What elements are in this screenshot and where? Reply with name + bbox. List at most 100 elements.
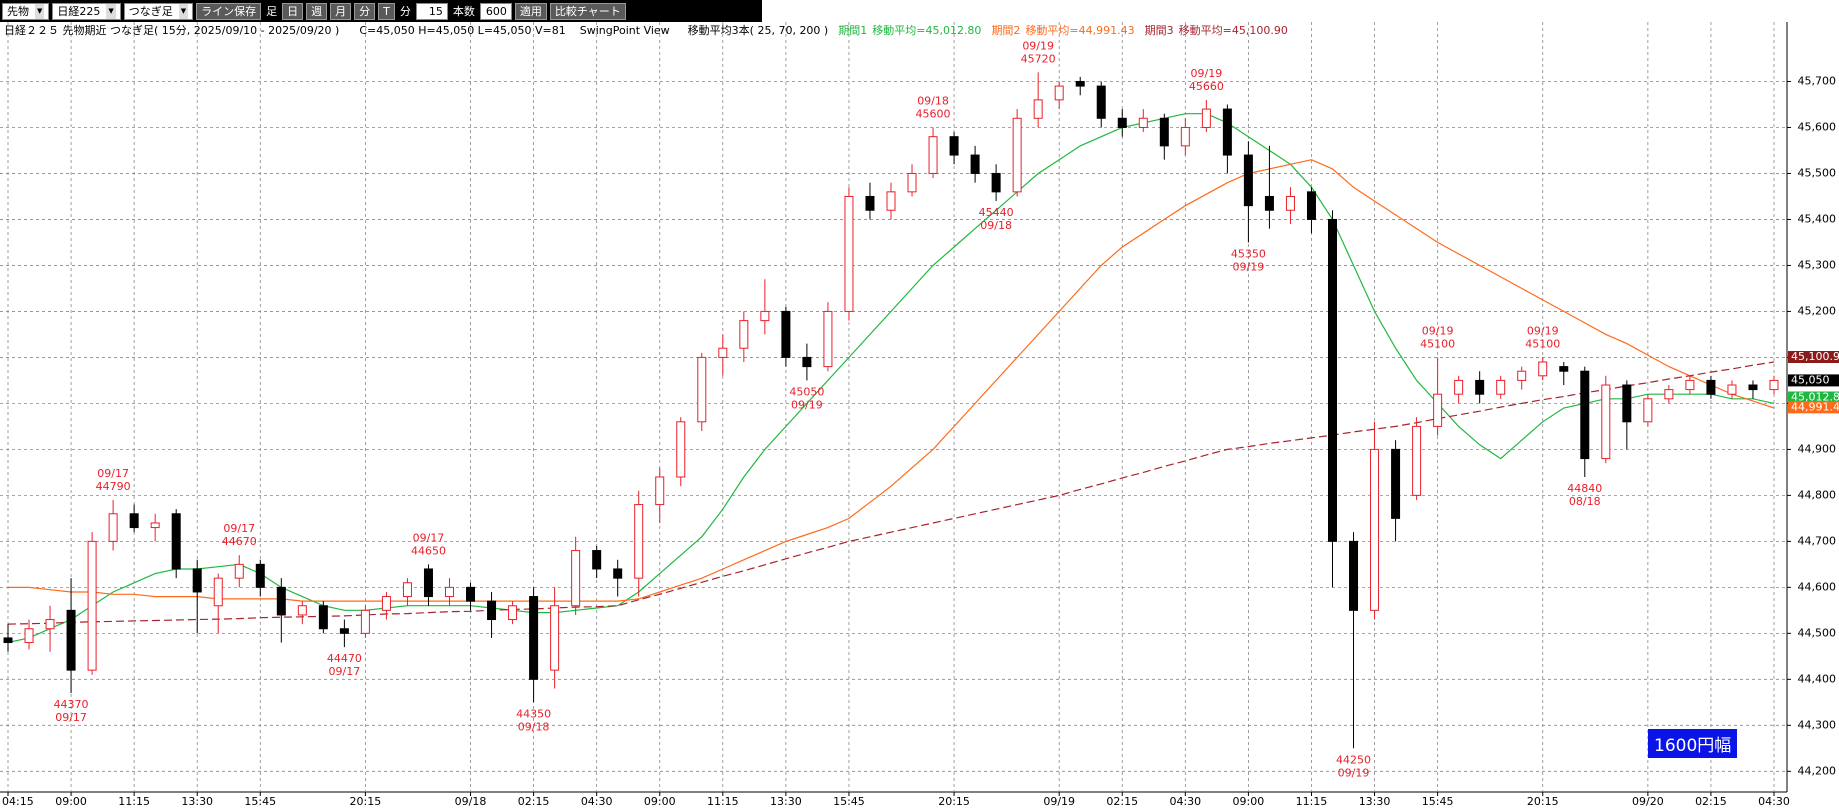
chart-header: 日経２２５ 先物期近 つなぎ足( 15分, 2025/09/10 - 2025/… [4,23,1288,37]
candle-body [1306,191,1316,220]
legend-name: 期間2 [991,24,1020,37]
compare-button[interactable]: 比較チャート [549,2,626,20]
candle-body [844,195,854,312]
candle-body [592,550,602,570]
minute-button[interactable]: 分 [354,2,376,20]
apply-button[interactable]: 適用 [514,2,547,20]
x-tick-label: 15:45 [1422,795,1454,808]
swing-price: 44350 [516,707,551,720]
view-label: SwingPoint View [580,24,670,37]
swing-price: 45100 [1420,337,1455,350]
y-tick-label: 44,700 [1798,534,1837,547]
candle-body [423,568,433,598]
chart-title: 日経２２５ 先物期近 つなぎ足( 15分, 2025/09/10 - 2025/… [4,23,339,37]
x-tick-label: 09:00 [55,795,87,808]
candle-body [45,619,55,630]
x-tick-label: 13:30 [181,795,213,808]
toolbar: 先物 日経225 つなぎ足 ライン保存 足 日 週 月 分 T 分 15 本数 … [0,0,762,22]
x-tick-label: 13:30 [1359,795,1391,808]
candle-body [1412,425,1422,496]
candle-body [192,568,202,593]
swing-price: 44840 [1567,482,1602,495]
candle-body [571,550,581,607]
candle-body [1727,384,1737,395]
swing-price: 45440 [979,206,1014,219]
candle-body [1201,108,1211,128]
x-tick-label: 02:15 [1106,795,1138,808]
swing-date: 09/17 [97,467,129,480]
candle-body [108,513,118,542]
price-marker [1788,401,1839,414]
x-tick-label: 04:30 [1169,795,1201,808]
candle-body [823,310,833,368]
swing-date: 08/18 [1569,495,1601,508]
candle-body [1285,195,1295,211]
candle-body [1538,361,1548,377]
y-tick-label: 44,800 [1798,488,1837,501]
candle-body [1180,126,1190,147]
candle-body [508,605,518,621]
candle-body [949,136,959,156]
market-select[interactable]: 先物 [2,2,50,20]
x-tick-label: 09:00 [644,795,676,808]
day-button[interactable]: 日 [282,2,304,20]
candle-body [150,522,160,529]
save-button[interactable]: ライン保存 [196,2,262,20]
candle-body [1643,398,1653,423]
swing-date: 09/19 [1022,39,1054,52]
candle-body [676,421,686,478]
candle-body [466,586,476,602]
candle-body [1580,370,1590,460]
candle-body [718,347,728,358]
swing-price: 44650 [411,544,446,557]
candle-body [360,609,370,634]
candle-body [1433,393,1443,427]
candle-body [1517,370,1527,381]
y-tick-label: 44,600 [1798,580,1837,593]
candle-body [1096,85,1106,119]
x-tick-label: 02:15 [518,795,550,808]
candle-body [802,356,812,368]
swing-price: 45720 [1021,52,1056,65]
candle-body [1012,117,1022,193]
count-input[interactable]: 600 [479,2,512,20]
swing-price: 44670 [222,535,257,548]
swing-price: 44250 [1336,753,1371,766]
candle-body [1222,108,1232,156]
legend-name: 期間1 [838,24,867,37]
swing-price: 45100 [1525,337,1560,350]
candle-body [297,605,307,616]
candle-body [1243,154,1253,207]
candle-body [1264,195,1274,211]
candle-body [1370,448,1380,611]
candle-body [697,356,707,423]
x-tick-label: 11:15 [707,795,739,808]
index-select[interactable]: 日経225 [52,2,121,20]
moving-average-line [8,159,1775,602]
candle-body [402,582,412,598]
candle-body [318,605,328,630]
chain-select[interactable]: つなぎ足 [123,2,194,20]
swing-price: 44790 [96,480,131,493]
x-tick-label: 20:15 [350,795,382,808]
y-tick-label: 45,700 [1798,74,1837,87]
swing-date: 09/19 [1338,766,1370,779]
swing-price: 45600 [916,107,951,120]
tick-button[interactable]: T [378,2,395,20]
x-tick-label: 15:45 [833,795,865,808]
ma-title: 移動平均3本( 25, 70, 200 ) [688,23,829,37]
candle-body [655,476,665,506]
candle-body [739,320,749,349]
swing-date: 09/17 [329,665,361,678]
candle-body [1769,379,1779,391]
month-button[interactable]: 月 [330,2,352,20]
y-tick-label: 45,200 [1798,304,1837,317]
candle-body [781,310,791,358]
week-button[interactable]: 週 [306,2,328,20]
swing-date: 09/19 [1233,260,1265,273]
swing-price: 45050 [789,385,824,398]
interval-input[interactable]: 15 [415,2,448,20]
price-marker [1788,391,1839,404]
candle-body [865,195,875,211]
